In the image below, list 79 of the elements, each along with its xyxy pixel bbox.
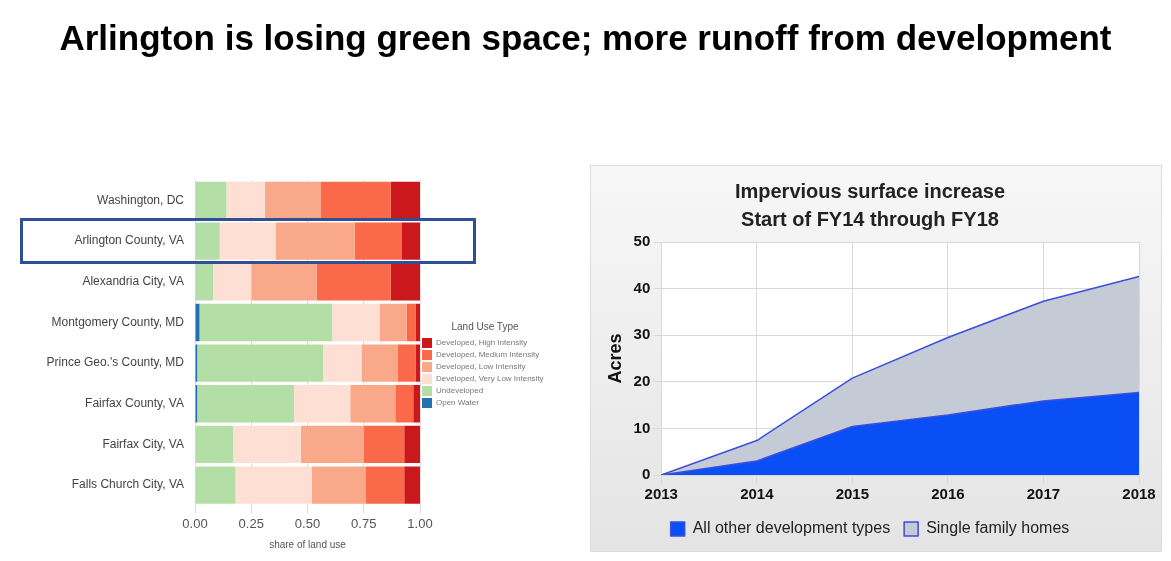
x-tick-label: 2017 bbox=[1026, 485, 1061, 503]
x-tick-label: 2014 bbox=[740, 485, 775, 503]
y-tick-label: Washington, DC bbox=[97, 192, 185, 207]
bar bbox=[300, 425, 364, 464]
bar bbox=[195, 181, 227, 220]
legend-label: All other development types bbox=[692, 519, 891, 537]
bar bbox=[199, 303, 333, 342]
x-tick-label: 1.00 bbox=[407, 515, 433, 531]
y-tick-label: 10 bbox=[633, 418, 651, 436]
bar bbox=[321, 181, 391, 220]
bar bbox=[366, 466, 405, 504]
bar bbox=[415, 344, 420, 382]
bar bbox=[354, 222, 402, 260]
x-tick-label: 2016 bbox=[931, 485, 965, 503]
bar bbox=[226, 181, 265, 220]
bar bbox=[195, 466, 236, 504]
x-tick-label: 2013 bbox=[644, 485, 678, 503]
bar bbox=[323, 344, 362, 382]
y-tick-label: 20 bbox=[633, 371, 651, 389]
bar bbox=[195, 303, 200, 342]
x-tick-label: 0.50 bbox=[294, 515, 321, 531]
bar bbox=[251, 263, 317, 301]
bar bbox=[195, 263, 213, 301]
x-tick-label: 0.25 bbox=[238, 515, 264, 531]
legend-title: Land Use Type bbox=[451, 320, 519, 332]
y-tick-label: Prince Geo.'s County, MD bbox=[46, 355, 185, 370]
bar bbox=[390, 263, 420, 301]
bar bbox=[363, 425, 405, 464]
chart-subtitle: Start of FY14 through FY18 bbox=[741, 207, 999, 230]
y-tick-label: 0 bbox=[641, 465, 651, 483]
y-tick-label: Falls Church City, VA bbox=[71, 477, 184, 492]
y-tick-label: Fairfax City, VA bbox=[102, 436, 184, 451]
bar bbox=[397, 344, 416, 382]
x-tick-label: 0.00 bbox=[182, 515, 208, 531]
legend-label: Developed, Very Low Intensity bbox=[436, 374, 544, 384]
bar bbox=[395, 385, 414, 423]
bar bbox=[332, 303, 380, 342]
legend-label: Developed, Low Intensity bbox=[436, 362, 526, 372]
legend-label: Developed, Medium Intensity bbox=[436, 350, 540, 360]
bar bbox=[294, 385, 351, 423]
legend-label: Developed, High Intensity bbox=[436, 338, 528, 348]
bar bbox=[312, 466, 366, 504]
y-tick-label: Alexandria City, VA bbox=[82, 274, 184, 289]
y-axis-title: Acres bbox=[604, 333, 625, 384]
bar bbox=[406, 303, 416, 342]
y-tick-label: Fairfax County, VA bbox=[85, 396, 184, 411]
bar bbox=[390, 181, 420, 220]
bar bbox=[197, 344, 324, 382]
text: Arlington is losing green space; more runoff from development bbox=[58, 18, 1113, 58]
bar bbox=[195, 222, 220, 260]
legend-label: Undeveloped bbox=[436, 386, 484, 396]
legend-label: Single family homes bbox=[926, 519, 1070, 537]
bar bbox=[402, 222, 420, 260]
x-tick-label: 0.75 bbox=[351, 515, 377, 531]
chart-title: Impervious surface increase bbox=[734, 179, 1006, 202]
bar bbox=[264, 181, 321, 220]
bar bbox=[195, 425, 234, 464]
bar bbox=[404, 425, 420, 464]
bar bbox=[197, 385, 294, 423]
bar bbox=[350, 385, 396, 423]
bar bbox=[379, 303, 407, 342]
bar bbox=[213, 263, 252, 301]
bar bbox=[276, 222, 355, 260]
x-tick-label: 2015 bbox=[835, 485, 870, 503]
bar bbox=[235, 466, 312, 504]
bar bbox=[316, 263, 391, 301]
y-tick-label: Arlington County, VA bbox=[74, 233, 184, 248]
legend-label: Open Water bbox=[436, 398, 480, 408]
bar bbox=[219, 222, 276, 260]
y-tick-label: 30 bbox=[633, 325, 651, 343]
bar bbox=[233, 425, 301, 464]
bar bbox=[361, 344, 398, 382]
bar bbox=[404, 466, 420, 504]
y-tick-label: Montgomery County, MD bbox=[51, 314, 185, 329]
y-tick-label: 50 bbox=[633, 232, 651, 250]
bar bbox=[413, 385, 420, 423]
x-axis-title: share of land use bbox=[269, 538, 347, 550]
y-tick-label: 40 bbox=[633, 278, 651, 296]
x-tick-label: 2018 bbox=[1122, 485, 1156, 503]
